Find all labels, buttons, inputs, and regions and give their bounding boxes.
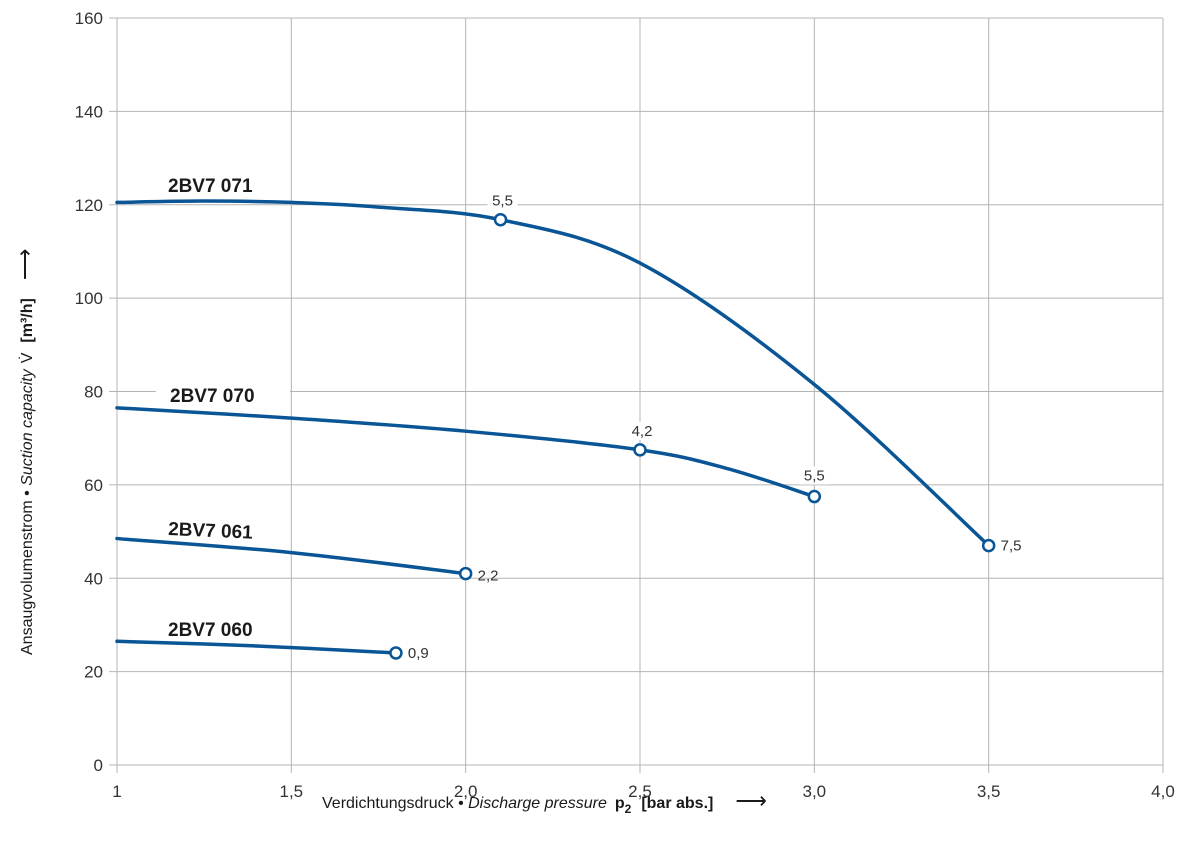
x-tick-label: 2,5 — [628, 782, 652, 801]
x-tick-label: 1 — [112, 782, 121, 801]
series-line — [115, 199, 991, 548]
x-axis-subscript: 2 — [625, 802, 632, 816]
x-axis-title: Verdichtungsdruck • Discharge pressure p2… — [322, 788, 767, 816]
point-label-background — [487, 191, 518, 210]
endpoint-marker — [493, 212, 508, 227]
point-label-background — [799, 466, 830, 485]
point-label: 5,5 — [804, 468, 825, 485]
series-label: 2BV7 070 — [170, 386, 255, 407]
grid — [116, 17, 1164, 766]
x-tick-label: 2,0 — [454, 782, 478, 801]
x-tick-label: 3,5 — [977, 782, 1001, 801]
series-lines — [115, 199, 991, 655]
endpoint-markers: 5,5 7,5 4,2 5,5 2,2 0,9 — [389, 191, 1022, 662]
y-axis-unit: [m³/h] — [19, 298, 36, 342]
y-tick-label: 100 — [75, 289, 103, 308]
y-axis-title-italic: Suction capacity — [19, 368, 36, 486]
series-line — [115, 639, 398, 655]
endpoint-marker — [807, 489, 822, 504]
x-axis-title-italic: Discharge pressure — [468, 795, 607, 812]
y-axis-title-prefix: Ansaugvolumenstrom • — [19, 486, 36, 655]
series-labels: 2BV7 071 2BV7 070 2BV7 061 2BV7 060 — [156, 176, 290, 641]
endpoint-marker — [981, 538, 996, 553]
y-axis-symbol: V̇ — [18, 352, 36, 363]
endpoint-marker — [389, 646, 403, 660]
point-label: 7,5 — [1001, 538, 1022, 555]
endpoint-marker — [633, 443, 647, 457]
series-label: 2BV7 061 — [168, 519, 254, 544]
endpoint-marker — [458, 566, 473, 581]
series-label-background — [156, 382, 290, 408]
series-label: 2BV7 060 — [168, 620, 253, 641]
point-label: 0,9 — [408, 645, 429, 662]
x-axis-title-prefix: Verdichtungsdruck • — [322, 795, 468, 812]
y-axis-title: Ansaugvolumenstrom • Suction capacity V̇ [… — [12, 249, 37, 655]
x-tick-label: 3,0 — [803, 782, 827, 801]
y-tick-label: 0 — [94, 756, 103, 775]
y-tick-label: 160 — [75, 9, 103, 28]
point-label: 5,5 — [492, 193, 513, 210]
x-axis-arrow: ⟶ — [735, 788, 767, 813]
y-tick-label: 40 — [84, 569, 103, 588]
x-axis-ticks: 1 1,5 2,0 2,5 3,0 3,5 4,0 — [112, 765, 1175, 801]
series-label: 2BV7 071 — [168, 176, 253, 197]
y-tick-label: 140 — [75, 102, 103, 121]
series-line — [115, 406, 817, 499]
point-label: 4,2 — [632, 423, 653, 440]
x-tick-label: 4,0 — [1151, 782, 1175, 801]
series-line — [115, 536, 468, 576]
x-axis-symbol: p — [615, 795, 625, 812]
x-tick-label: 1,5 — [280, 782, 304, 801]
x-axis-unit: [bar abs.] — [641, 795, 713, 812]
point-label-background — [627, 421, 657, 440]
y-tick-label: 60 — [84, 476, 103, 495]
y-axis-arrow: ⟶ — [12, 249, 37, 281]
point-label: 2,2 — [478, 568, 499, 585]
y-tick-label: 20 — [84, 663, 103, 682]
y-tick-label: 120 — [75, 196, 103, 215]
y-axis-ticks: 0 20 40 60 80 100 120 140 160 — [75, 9, 117, 775]
y-tick-label: 80 — [84, 383, 103, 402]
